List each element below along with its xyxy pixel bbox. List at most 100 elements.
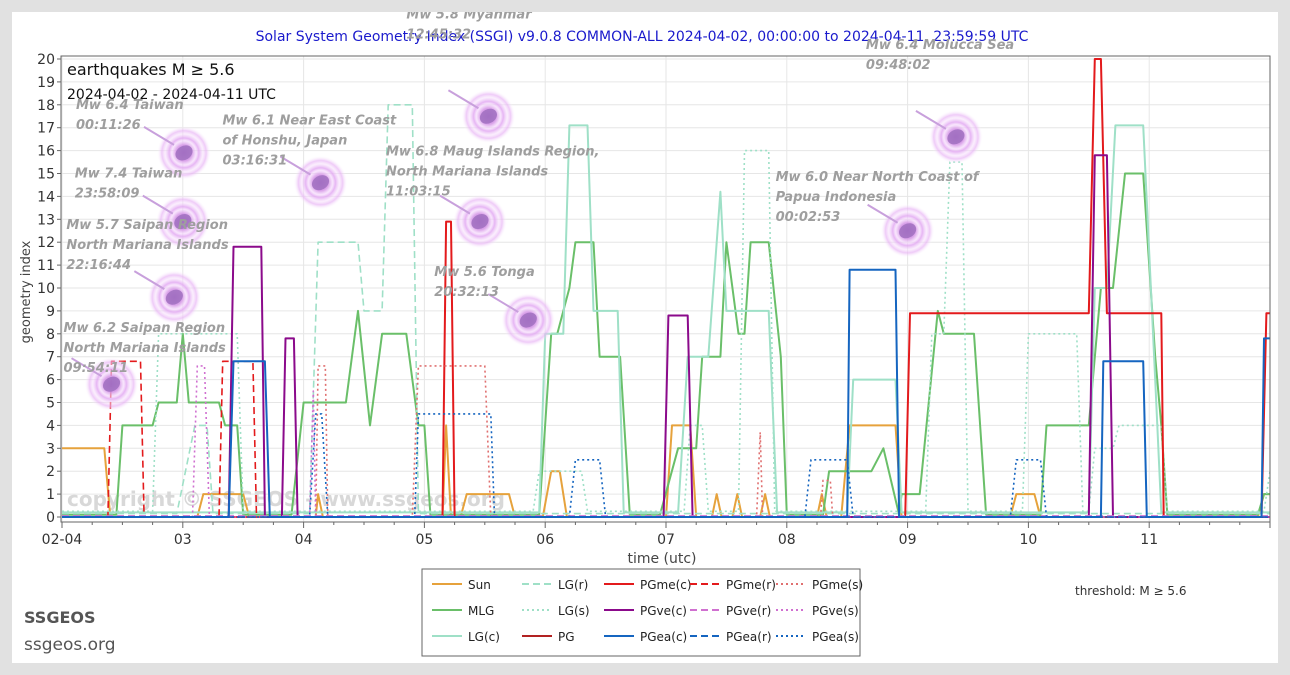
earthquake-epicenter-icon [947,129,965,145]
series-lg-s [62,149,1270,513]
legend-item: PGve(r) [690,604,771,618]
legend-item: LG(c) [432,630,500,644]
earthquake-epicenter-icon [519,312,537,328]
legend-item: PGea(r) [690,630,772,644]
y-tick-label: 2 [46,464,55,480]
series-mlg [62,172,1270,516]
earthquake-marker: Mw 5.6 Tonga 20:32:13 [434,265,556,348]
y-tick-label: 6 [46,373,55,389]
legend-item: PGea(s) [776,630,859,644]
subtitle-line2: 2024-04-02 - 2024-04-11 UTC [67,87,276,103]
earthquake-pointer [133,270,165,291]
x-tick-label: 04 [295,532,313,548]
earthquake-label: Mw 5.8 Myanmar [406,12,533,22]
y-tick-label: 10 [37,281,55,297]
legend-label: PGve(c) [640,604,687,618]
earthquake-label: Mw 6.1 Near East Coast [223,114,398,129]
earthquake-epicenter-icon [175,145,193,161]
earthquake-pointer [447,89,479,110]
y-tick-label: 3 [46,441,55,457]
earthquake-pointer [142,194,174,215]
y-tick-label: 8 [46,327,55,343]
series-lg-c [62,124,1270,514]
earthquake-pointer [867,203,899,224]
x-tick-label: 09 [899,532,917,548]
legend-item: PGve(c) [604,604,687,618]
x-tick-label: 11 [1140,532,1158,548]
legend-item: PGea(c) [604,630,687,644]
earthquake-label: Papua Indonesia [776,190,897,205]
legend-label: PGme(s) [812,578,863,592]
earthquake-label: North Mariana Islands [386,165,548,180]
y-tick-label: 19 [37,75,55,91]
x-tick-label: 03 [174,532,192,548]
legend-label: LG(s) [558,604,590,618]
earthquake-pointer [915,110,947,130]
series-layer [62,58,1270,518]
legend-item: PGve(s) [776,604,859,618]
brand-url: ssgeos.org [24,635,116,655]
earthquake-epicenter-icon [899,223,917,239]
earthquake-epicenter-icon [165,289,183,305]
earthquake-marker: Mw 6.4 Taiwan 00:11:26 [76,98,212,180]
y-tick-label: 0 [46,510,55,526]
events-layer: Mw 6.4 Taiwan 00:11:26 Mw 7.4 Taiwan 23:58:… [64,12,1014,412]
earthquake-marker: Mw 7.4 Taiwan 23:58:09 [75,167,210,249]
earthquake-label: 09:54:11 [64,361,129,376]
earthquake-epicenter-icon [102,376,121,392]
threshold-label: threshold: M ≥ 5.6 [1075,584,1187,598]
legend-label: LG(r) [558,578,588,592]
earthquake-label: 03:16:31 [223,154,288,169]
earthquake-epicenter-icon [174,214,192,230]
subtitle-line1: earthquakes M ≥ 5.6 [67,60,235,79]
chart-svg: Solar System Geometry Index (SSGI) v9.0.… [19,12,1271,657]
earthquake-marker: Mw 6.8 Maug Islands Region, North Mariana… [386,145,600,249]
series-sun [62,424,1270,518]
legend-label: LG(c) [468,630,500,644]
x-axis-label: time (utc) [627,551,696,567]
series-lg-r [62,104,1270,515]
earthquake-epicenter-icon [471,214,489,230]
y-tick-label: 11 [37,258,55,274]
series-pgea-s [62,413,1270,518]
earthquake-label: Mw 6.4 Taiwan [76,98,184,113]
earthquake-label: 23:58:09 [75,187,140,202]
earthquake-label: Mw 6.4 Molucca Sea [866,38,1014,53]
legend-label: PG [558,630,575,644]
brand-name: SSGEOS [24,608,96,627]
earthquake-pointer [439,194,471,215]
earthquake-label: 20:32:13 [434,285,499,300]
earthquake-label: Mw 7.4 Taiwan [75,167,183,182]
legend-label: PGme(c) [640,578,692,592]
chart-frame: Solar System Geometry Index (SSGI) v9.0.… [12,12,1278,663]
earthquake-label: 00:02:53 [776,210,841,225]
legend-item: LG(s) [522,604,590,618]
earthquake-label: of Honshu, Japan [223,134,348,149]
earthquake-label: Mw 6.8 Maug Islands Region, [386,145,600,160]
legend-label: PGve(s) [812,604,859,618]
y-tick-label: 7 [46,350,55,366]
earthquake-pointer [279,155,312,176]
legend-item: Sun [432,578,491,592]
y-tick-label: 1 [46,487,55,503]
chart-title: Solar System Geometry Index (SSGI) v9.0.… [256,29,1029,45]
y-tick-label: 20 [37,52,55,68]
earthquake-epicenter-icon [479,108,497,124]
y-tick-label: 4 [46,418,55,434]
earthquake-marker: Mw 5.7 Saipan Region North Mariana Island… [66,218,229,325]
legend-label: MLG [468,604,494,618]
y-tick-label: 9 [46,304,55,320]
y-tick-label: 16 [37,144,55,160]
legend-label: PGea(s) [812,630,859,644]
x-tick-label: 08 [778,532,796,548]
y-tick-label: 15 [37,167,55,183]
x-tick-label: 07 [657,532,675,548]
earthquake-label: 12:45:32 [406,27,471,42]
watermark: copyright © SSGEOS - www.ssgeos.org [67,487,505,511]
x-tick-label: 05 [415,532,433,548]
earthquake-label: Mw 5.7 Saipan Region [66,218,228,233]
y-tick-label: 17 [37,121,55,137]
legend-item: PGme(r) [690,578,776,592]
x-tick-label: 02-04 [42,532,83,548]
x-tick-label: 06 [536,532,554,548]
